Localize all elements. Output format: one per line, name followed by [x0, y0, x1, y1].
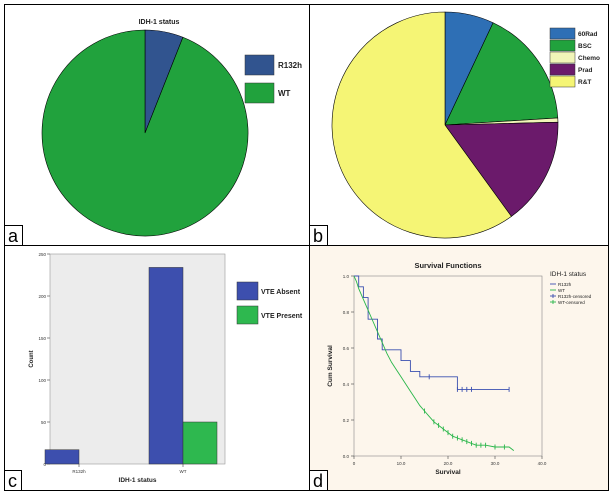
panel-b: 60Rad BSC Chemo Prad R&T b — [309, 4, 609, 246]
panel-letter-d: d — [310, 470, 328, 490]
legend-label-vte-present: VTE Present — [261, 313, 303, 320]
x-axis-label: IDH-1 status — [119, 477, 157, 484]
pie-slice-wt — [42, 30, 248, 236]
legend-swatch-vte-present — [237, 306, 258, 324]
y-tick-label: 150 — [38, 336, 46, 341]
legend-swatch-prad — [550, 64, 575, 75]
legend-label-60rad: 60Rad — [578, 31, 598, 38]
y-tick-label: 0.6 — [343, 346, 350, 351]
x-tick-label: 30.0 — [491, 461, 500, 466]
legend-swatch-vte-absent — [237, 282, 258, 300]
bar-wt-vte-present — [183, 422, 217, 464]
x-tick-label: 10.0 — [397, 461, 406, 466]
legend-swatch-r132h — [245, 55, 274, 75]
y-tick-label: 0.4 — [343, 382, 350, 387]
y-tick-label: 0.2 — [343, 418, 350, 423]
legend-swatch-chemo — [550, 52, 575, 63]
legend-title: IDH-1 status — [550, 271, 587, 278]
legend-swatch-r-t — [550, 76, 575, 87]
legend-label-bsc: BSC — [578, 43, 592, 50]
legend-label-chemo: Chemo — [578, 55, 600, 62]
y-tick-label: 1.0 — [343, 274, 350, 279]
x-tick-label: WT — [180, 469, 187, 474]
pie-chart-treatment: 60Rad BSC Chemo Prad R&T — [310, 5, 608, 245]
y-tick-label: 100 — [38, 378, 46, 383]
pie-chart-idh1-status: IDH-1 status R132h WT — [5, 5, 309, 245]
legend-label-r-t: R&T — [578, 79, 591, 86]
x-tick-label: 20.0 — [444, 461, 453, 466]
x-tick-label: 40.0 — [538, 461, 547, 466]
y-axis-label: Count — [29, 350, 35, 367]
x-tick-label: R132h — [72, 469, 86, 474]
legend-swatch-wt — [245, 83, 274, 103]
y-tick-label: 50 — [41, 420, 47, 425]
chart-title: Survival Functions — [414, 261, 481, 270]
legend-label-r132h: R132h — [558, 282, 572, 287]
legend-swatch-60rad — [550, 28, 575, 39]
legend-label-wt-censored: WT-censored — [558, 300, 585, 305]
panel-d: Survival Functions 0.0 0.2 0.4 0.6 0.8 1.0 0 10.… — [309, 245, 609, 491]
legend-label-wt: WT — [558, 288, 565, 293]
bar-wt-vte-absent — [149, 267, 183, 464]
legend-label-r132h-censored: R132h-censored — [558, 294, 592, 299]
legend-label-prad: Prad — [578, 67, 592, 74]
legend-label-vte-absent: VTE Absent — [261, 289, 301, 296]
y-tick-label: 0.0 — [343, 454, 350, 459]
bar-r132h-vte-absent — [45, 450, 79, 464]
legend-label-wt: WT — [278, 89, 291, 98]
panel-letter-a: a — [5, 225, 23, 245]
legend-label-r132h: R132h — [278, 61, 302, 70]
legend-swatch-bsc — [550, 40, 575, 51]
panel-a: IDH-1 status R132h WT a — [4, 4, 310, 246]
panel-letter-b: b — [310, 225, 328, 245]
y-tick-label: 0.8 — [343, 310, 350, 315]
panel-letter-c: c — [5, 470, 22, 490]
y-axis-label: Cum Survival — [327, 345, 334, 387]
y-tick-label: 200 — [38, 294, 46, 299]
chart-title: IDH-1 status — [139, 19, 180, 26]
y-tick-label: 250 — [38, 252, 46, 257]
x-axis-label: Survival — [435, 469, 460, 476]
panel-c: 0 50 100 150 200 250 Count R132h WT IDH-1 status V… — [4, 245, 310, 491]
